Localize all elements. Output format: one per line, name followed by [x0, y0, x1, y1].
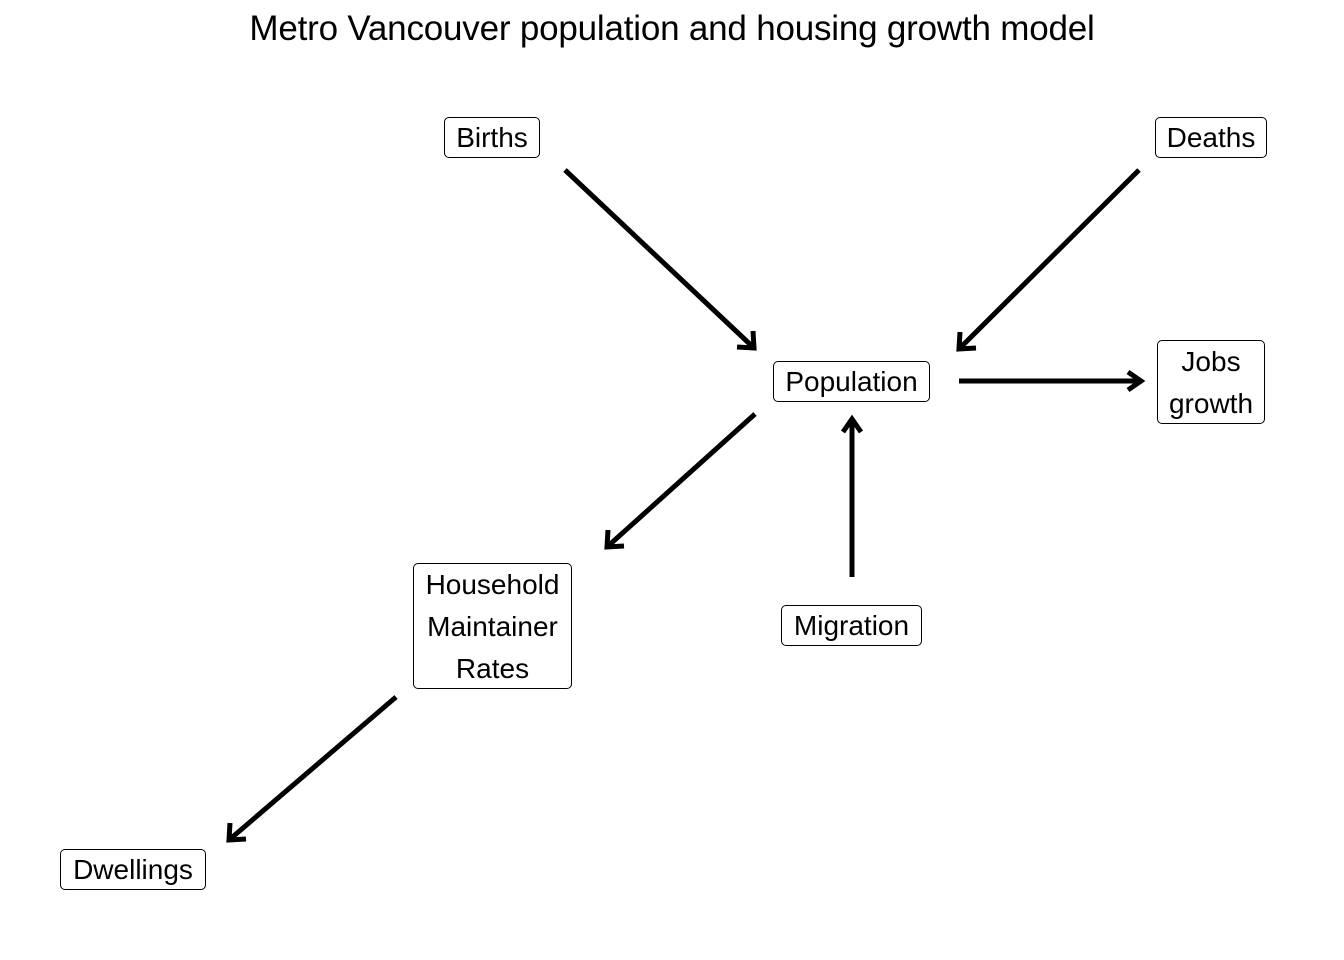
diagram-title: Metro Vancouver population and housing g…	[249, 9, 1095, 48]
node-deaths-label: Deaths	[1166, 122, 1256, 153]
node-dwellings-label: Dwellings	[73, 854, 193, 885]
node-migration-label: Migration	[793, 610, 910, 641]
node-population-label: Population	[785, 366, 918, 397]
node-household-maintainer-rates: Household Maintainer Rates	[413, 563, 572, 689]
node-jobs-growth-line-2: growth	[1168, 388, 1254, 419]
edge-population-jobs-growth	[959, 369, 1146, 393]
node-deaths: Deaths	[1155, 117, 1267, 158]
edge-deaths-population	[956, 168, 1141, 352]
node-births-label: Births	[456, 122, 528, 153]
node-migration: Migration	[781, 605, 922, 646]
node-household-maintainer-rates-line-3: Rates	[455, 653, 530, 684]
node-jobs-growth-line-1: Jobs	[1181, 346, 1241, 377]
node-household-maintainer-rates-line-2: Maintainer	[427, 611, 558, 642]
edge-population-household-maintainer-rates	[604, 412, 757, 550]
edge-births-population	[563, 168, 757, 351]
node-population: Population	[773, 361, 930, 402]
edge-migration-population	[840, 414, 864, 577]
edge-household-maintainer-rates-dwellings	[226, 695, 398, 843]
node-household-maintainer-rates-line-1: Household	[425, 569, 560, 600]
node-dwellings: Dwellings	[60, 849, 206, 890]
node-jobs-growth: Jobs growth	[1157, 340, 1265, 424]
node-births: Births	[444, 117, 540, 158]
